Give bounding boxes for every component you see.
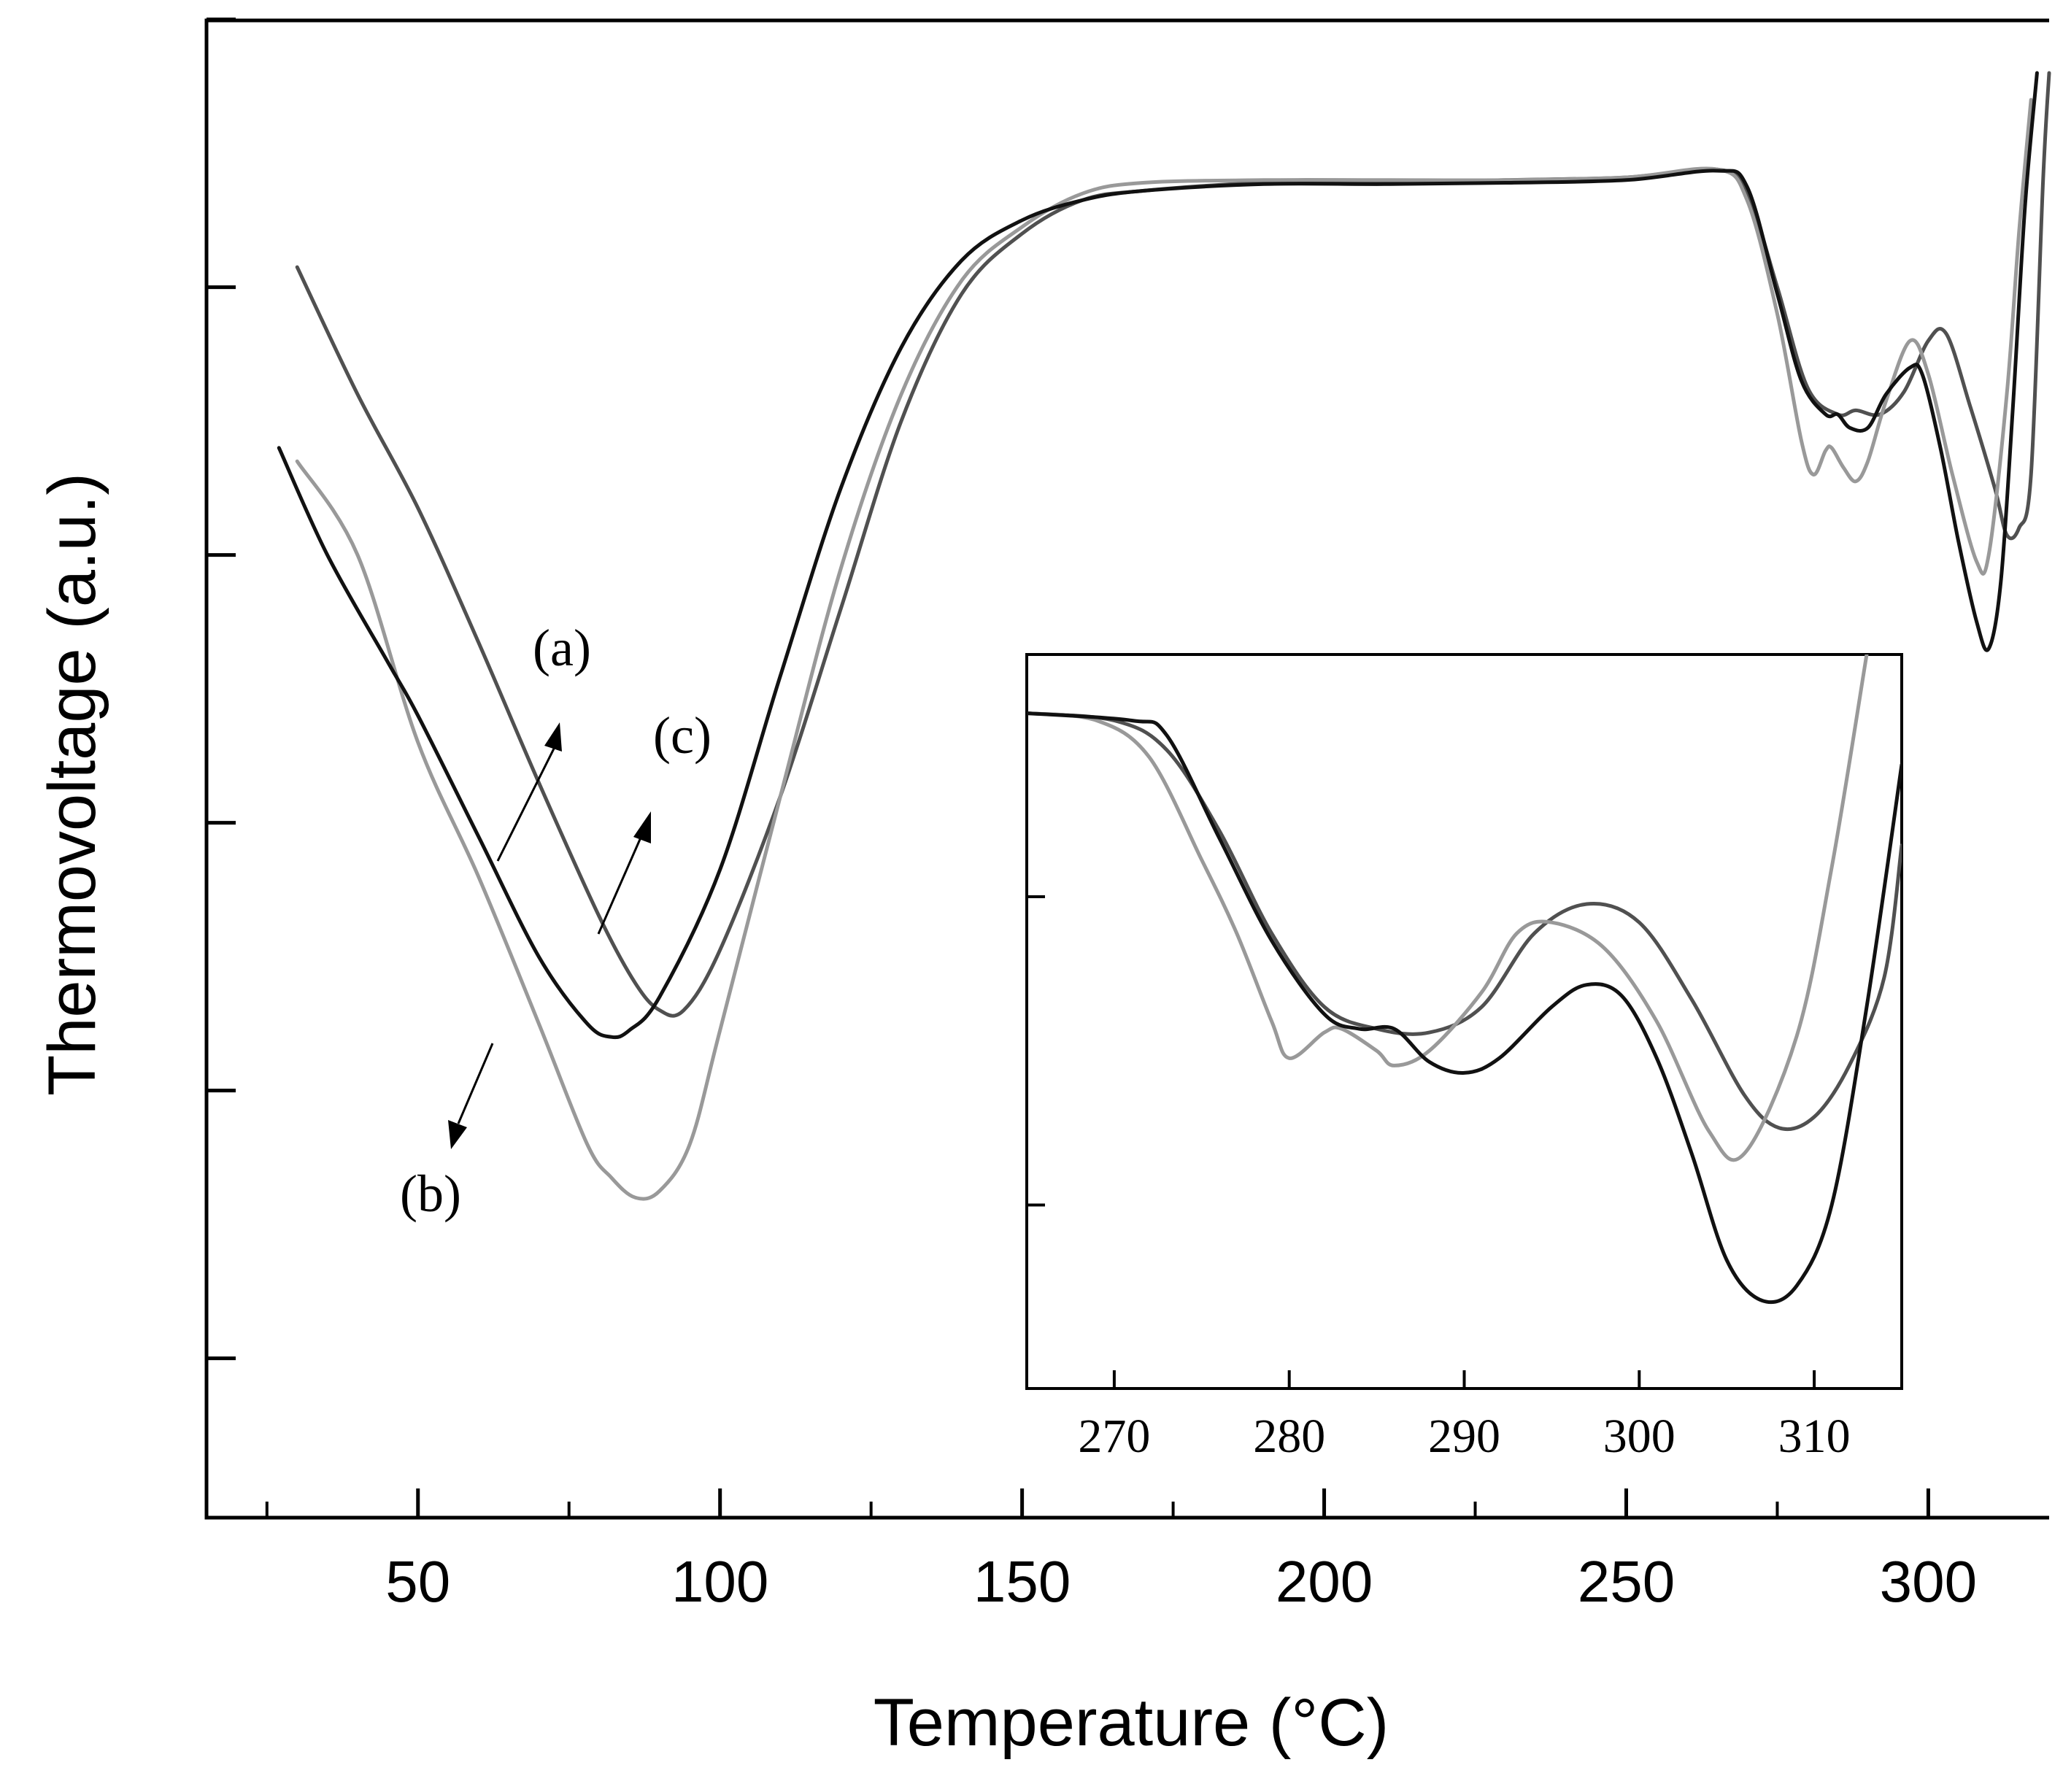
- main-series-line-c: [277, 71, 2039, 1040]
- inset-series-lines: [1027, 654, 1902, 1305]
- arrow-c-shaft: [597, 837, 642, 935]
- inset-x-tick-label: 300: [1603, 1410, 1676, 1463]
- inset-x-tick-label: 280: [1253, 1410, 1325, 1463]
- main-x-axis-tick-labels: 50 100 150 200 250 300: [385, 1549, 1977, 1614]
- x-axis-title: Temperature (°C): [874, 1685, 1389, 1760]
- inset-x-tick-label: 290: [1428, 1410, 1500, 1463]
- main-x-tick-label: 250: [1578, 1549, 1675, 1614]
- main-x-tick-label: 300: [1880, 1549, 1977, 1614]
- main-x-axis-ticks: [265, 1488, 1930, 1518]
- main-x-tick-label: 200: [1276, 1549, 1373, 1614]
- main-x-tick-label: 150: [973, 1549, 1071, 1614]
- inset-series-line-c: [1027, 711, 1902, 1305]
- arrow-b-head: [448, 1120, 467, 1149]
- main-series-line-b: [295, 98, 2033, 1201]
- main-plot-frame: [204, 18, 2049, 1520]
- annotation-b: (b): [400, 1165, 461, 1223]
- annotation-a: (a): [533, 619, 591, 677]
- main-x-tick-label: 100: [671, 1549, 768, 1614]
- inset-x-axis-ticks: [1112, 1370, 1816, 1389]
- inset-series-line-b: [1027, 654, 1869, 1162]
- y-axis-title: Thermovoltage (a.u.): [35, 473, 109, 1096]
- inset-series-line-a: [1027, 711, 1902, 1132]
- arrow-a-head: [544, 722, 562, 752]
- arrow-b-shaft: [457, 1043, 494, 1124]
- arrow-a-shaft: [496, 744, 558, 862]
- inset-x-tick-label: 270: [1078, 1410, 1150, 1463]
- arrow-c-head: [633, 811, 651, 843]
- annotation-c: (c): [653, 706, 712, 765]
- inset-x-axis-tick-labels: 270 280 290 300 310: [1078, 1410, 1850, 1463]
- main-y-axis-ticks: [207, 18, 236, 1361]
- inset-x-tick-label: 310: [1778, 1410, 1851, 1463]
- main-x-tick-label: 50: [385, 1549, 450, 1614]
- inset-y-axis-ticks: [1027, 895, 1045, 1207]
